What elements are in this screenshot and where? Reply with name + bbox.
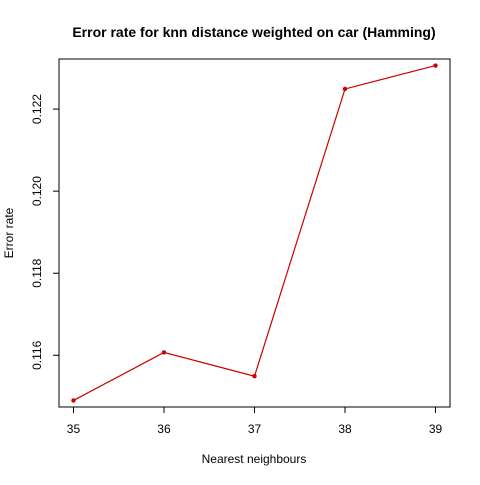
data-point bbox=[252, 374, 257, 379]
series-line bbox=[73, 64, 436, 401]
y-tick-label: 0.120 bbox=[30, 176, 44, 206]
data-point bbox=[71, 398, 76, 403]
y-axis-label: Error rate bbox=[2, 207, 16, 258]
data-point bbox=[342, 86, 348, 92]
y-tick-label: 0.116 bbox=[30, 340, 44, 369]
plot-frame bbox=[58, 58, 451, 408]
x-axis: 35 36 37 38 39 bbox=[67, 406, 443, 436]
x-tick-label: 37 bbox=[248, 422, 262, 436]
y-axis: 0.116 0.118 0.120 0.122 bbox=[30, 94, 60, 370]
y-tick-label: 0.118 bbox=[30, 258, 44, 287]
y-tick-label: 0.122 bbox=[30, 94, 44, 124]
chart-title: Error rate for knn distance weighted on … bbox=[72, 24, 435, 40]
x-tick-label: 35 bbox=[67, 422, 81, 436]
x-tick-label: 39 bbox=[429, 422, 443, 436]
data-point bbox=[161, 350, 167, 355]
data-point bbox=[433, 63, 438, 68]
series-layer bbox=[71, 63, 438, 403]
x-tick-label: 38 bbox=[338, 422, 352, 436]
x-axis-label: Nearest neighbours bbox=[202, 452, 307, 466]
x-tick-label: 36 bbox=[157, 422, 171, 436]
